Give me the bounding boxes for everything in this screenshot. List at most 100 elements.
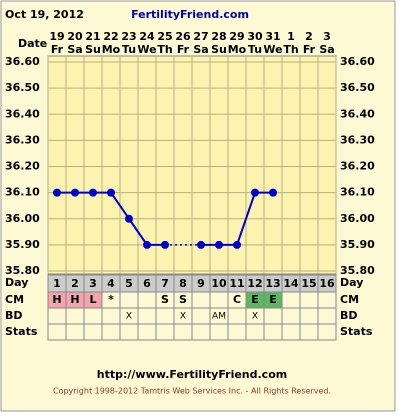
stats-cell [245, 323, 265, 341]
row-label: Stats [340, 325, 373, 338]
bd-cell [47, 307, 67, 325]
day-label: 6 [143, 277, 151, 290]
y-tick-label: 35.90 [340, 238, 375, 251]
date-label: 24 [139, 30, 155, 43]
cm-label: E [269, 293, 277, 306]
y-tick-label: 36.50 [340, 81, 375, 94]
y-tick-label: 36.20 [340, 160, 375, 173]
stats-cell [137, 323, 157, 341]
site-name: FertilityFriend.com [131, 8, 249, 21]
temp-point [53, 188, 61, 197]
day-label: 5 [125, 277, 133, 290]
y-tick-label: 36.60 [5, 55, 40, 68]
bd-cell [137, 307, 157, 325]
weekday-label: Fr [51, 43, 64, 56]
bd-cell [65, 307, 85, 325]
weekday-label: Th [283, 43, 298, 56]
bd-label: X [180, 312, 186, 322]
row-label: BD [340, 309, 358, 322]
temp-point [197, 240, 205, 249]
date-label: 30 [247, 30, 263, 43]
chart-date: Oct 19, 2012 [5, 8, 84, 21]
date-label: 28 [211, 30, 226, 43]
weekday-label: Fr [303, 43, 316, 56]
y-tick-label: 36.00 [5, 212, 40, 225]
stats-cell [191, 323, 211, 341]
row-label: CM [5, 293, 24, 306]
date-label: 3 [323, 30, 331, 43]
date-label: 19 [49, 30, 64, 43]
bd-cell [299, 307, 319, 325]
cm-cell [137, 291, 157, 309]
day-label: 11 [229, 277, 244, 290]
weekday-label: Sa [319, 43, 334, 56]
y-tick-label: 36.20 [5, 160, 40, 173]
y-tick-label: 36.40 [5, 107, 40, 120]
day-label: 10 [211, 277, 227, 290]
stats-cell [65, 323, 85, 341]
date-label: 29 [229, 30, 244, 43]
stats-cell [209, 323, 229, 341]
stats-cell [47, 323, 67, 341]
temp-point [215, 240, 223, 249]
cm-cell [281, 291, 301, 309]
date-label: 25 [157, 30, 172, 43]
cm-label: C [233, 293, 241, 306]
y-tick-label: 36.50 [5, 81, 40, 94]
row-label: Stats [5, 325, 38, 338]
temp-point [233, 240, 241, 249]
cm-cell [299, 291, 319, 309]
cm-label: S [161, 293, 169, 306]
weekday-label: Su [211, 43, 227, 56]
row-label: BD [5, 309, 23, 322]
y-tick-label: 35.80 [5, 264, 40, 277]
y-tick-label: 36.10 [5, 186, 40, 199]
temp-point [143, 240, 151, 249]
bd-label: X [126, 312, 132, 322]
y-tick-label: 36.30 [5, 133, 40, 146]
day-label: 15 [301, 277, 316, 290]
temp-point [251, 188, 259, 197]
temp-point [89, 188, 97, 197]
cm-label: L [89, 293, 96, 306]
y-tick-label: 36.30 [340, 133, 375, 146]
stats-cell [173, 323, 193, 341]
date-label: 21 [85, 30, 100, 43]
y-tick-label: 35.80 [340, 264, 375, 277]
stats-cell [155, 323, 175, 341]
bd-cell [101, 307, 121, 325]
day-label: 2 [71, 277, 79, 290]
bd-cell [83, 307, 103, 325]
stats-cell [227, 323, 247, 341]
date-label: 20 [67, 30, 83, 43]
cm-cell [317, 291, 337, 309]
weekday-label: Sa [193, 43, 208, 56]
copyright: Copyright 1998-2012 Tamtris Web Services… [53, 387, 331, 396]
temp-point [125, 214, 133, 223]
cm-cell [209, 291, 229, 309]
day-label: 8 [179, 277, 187, 290]
cm-label: H [70, 293, 79, 306]
y-tick-label: 36.10 [340, 186, 375, 199]
y-tick-label: 35.90 [5, 238, 40, 251]
day-label: 7 [161, 277, 169, 290]
weekday-label: Mo [228, 43, 247, 56]
weekday-label: Mo [102, 43, 121, 56]
date-label: 27 [193, 30, 208, 43]
footer-url: http://www.FertilityFriend.com [97, 368, 287, 381]
cm-cell [191, 291, 211, 309]
weekday-label: We [263, 43, 282, 56]
y-tick-label: 36.40 [340, 107, 375, 120]
row-label: Date [18, 37, 47, 50]
day-label: 16 [319, 277, 335, 290]
stats-cell [101, 323, 121, 341]
date-label: 26 [175, 30, 191, 43]
bd-cell [155, 307, 175, 325]
weekday-label: Su [85, 43, 101, 56]
bd-cell [191, 307, 211, 325]
day-label: 9 [197, 277, 205, 290]
cm-label: * [108, 293, 114, 306]
bd-label: AM [212, 312, 226, 322]
stats-cell [281, 323, 301, 341]
